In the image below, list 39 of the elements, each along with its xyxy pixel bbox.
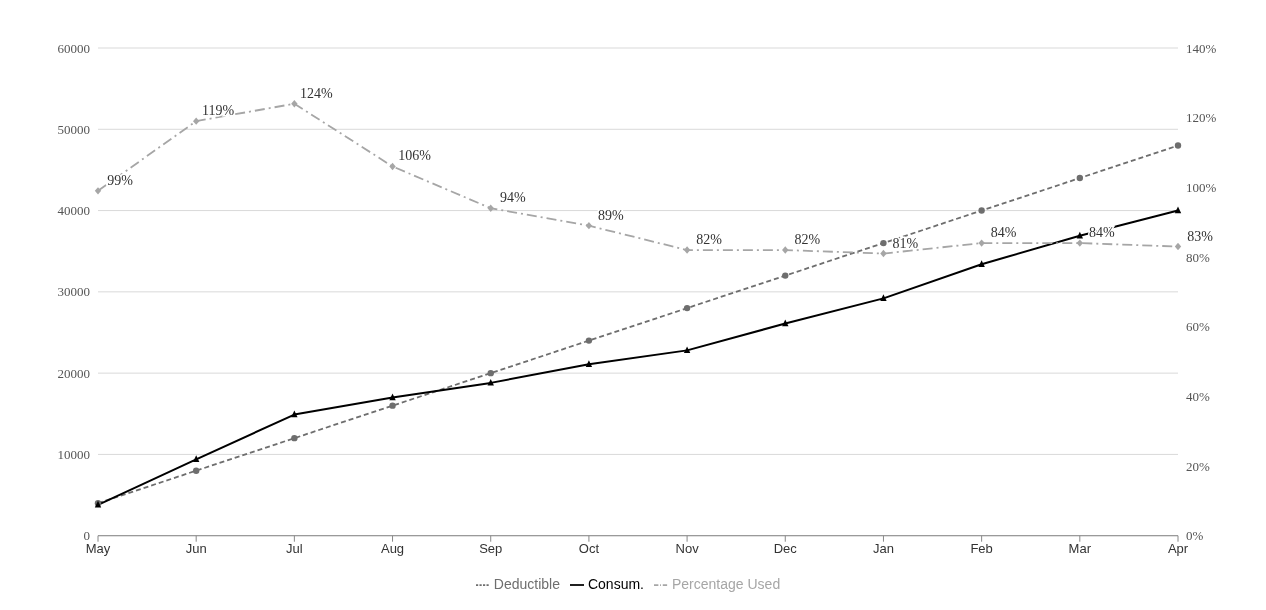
data-label: 82%: [696, 232, 723, 248]
x-tick-label: Oct: [578, 540, 600, 556]
x-tick-label: Nov: [675, 540, 700, 556]
x-tick-label: Jan: [872, 540, 894, 556]
y2-tick-label: 120%: [1186, 110, 1217, 126]
y-tick-label: 50000: [57, 121, 90, 137]
data-label: 124%: [300, 85, 334, 101]
data-label: 81%: [892, 235, 919, 251]
legend-label: Percentage Used: [672, 575, 781, 592]
x-tick-label: Feb: [970, 540, 993, 556]
x-tick-label: Jul: [286, 540, 303, 556]
y2-tick-label: 40%: [1186, 388, 1210, 404]
data-label: 99%: [107, 172, 134, 188]
x-tick-label: Aug: [380, 540, 405, 556]
y2-tick-label: 0%: [1186, 528, 1204, 544]
data-label: 83%: [1187, 228, 1214, 244]
x-tick-label: Apr: [1167, 540, 1189, 556]
y2-tick-label: 80%: [1186, 249, 1210, 265]
y-tick-label: 40000: [57, 203, 90, 219]
x-tick-label: Jun: [185, 540, 207, 556]
y-tick-label: 10000: [57, 447, 90, 463]
data-label: 119%: [202, 103, 235, 119]
legend-label: Deductible: [493, 575, 560, 592]
y2-tick-label: 140%: [1186, 40, 1217, 56]
data-label: 84%: [990, 225, 1017, 241]
y-tick-label: 60000: [57, 40, 90, 56]
y-tick-label: 20000: [57, 365, 90, 381]
y2-tick-label: 60%: [1186, 319, 1210, 335]
data-label: 106%: [398, 148, 432, 164]
y2-tick-label: 20%: [1186, 458, 1210, 474]
x-tick-label: Mar: [1068, 540, 1092, 556]
data-label: 82%: [794, 232, 821, 248]
y2-tick-label: 100%: [1186, 179, 1217, 195]
data-label: 89%: [598, 207, 625, 223]
x-tick-label: Sep: [479, 540, 503, 556]
y-tick-label: 30000: [57, 284, 90, 300]
data-label: 94%: [499, 190, 526, 206]
x-tick-label: Dec: [773, 540, 798, 556]
legend-label: Consum.: [587, 575, 644, 592]
